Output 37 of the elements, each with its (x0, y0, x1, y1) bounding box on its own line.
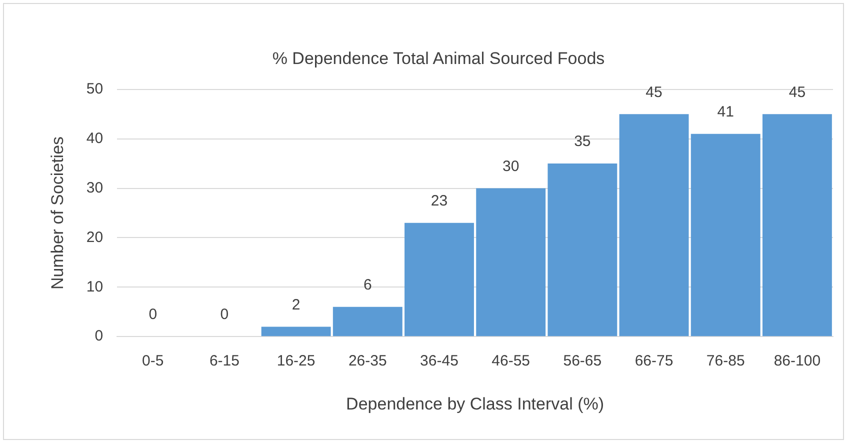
y-tick-label: 50 (86, 80, 104, 98)
y-tick-label: 0 (94, 328, 104, 345)
x-tick-label: 0-5 (142, 352, 164, 370)
y-tick-label: 30 (86, 179, 104, 196)
x-tick-label: 36-45 (420, 352, 458, 370)
x-tick-label: 6-15 (209, 352, 240, 370)
y-tick-label: 20 (86, 228, 104, 246)
data-label: 23 (430, 192, 448, 210)
data-label: 0 (148, 306, 158, 324)
x-tick-label: 86-100 (774, 352, 821, 370)
y-tick-label: 40 (86, 130, 104, 147)
chart-title: % Dependence Total Animal Sourced Foods (272, 48, 605, 68)
data-label: 45 (646, 84, 662, 101)
data-label: 2 (292, 296, 300, 314)
data-label: 6 (363, 276, 372, 294)
x-tick-label: 16-25 (276, 352, 316, 370)
x-tick-label: 76-85 (706, 352, 745, 370)
x-tick-label: 46-55 (492, 352, 530, 370)
data-label: 30 (502, 158, 520, 175)
bar (690, 134, 760, 336)
bar (261, 326, 331, 336)
data-label: 41 (717, 104, 734, 121)
x-tick-label: 66-75 (634, 352, 674, 370)
data-label: 45 (788, 84, 806, 101)
bar (548, 164, 618, 336)
x-axis-title: Dependence by Class Interval (%) (346, 394, 604, 414)
x-tick-label: 26-35 (348, 352, 387, 370)
bar (476, 188, 546, 336)
bar (332, 306, 402, 336)
y-tick-label: 10 (86, 278, 104, 296)
data-label: 0 (220, 306, 229, 324)
bar (762, 114, 832, 336)
x-tick-label: 56-65 (563, 352, 602, 370)
data-label: 35 (574, 133, 591, 150)
bar (619, 114, 689, 336)
y-axis-title: Number of Societies (48, 136, 67, 290)
bar (404, 222, 474, 336)
